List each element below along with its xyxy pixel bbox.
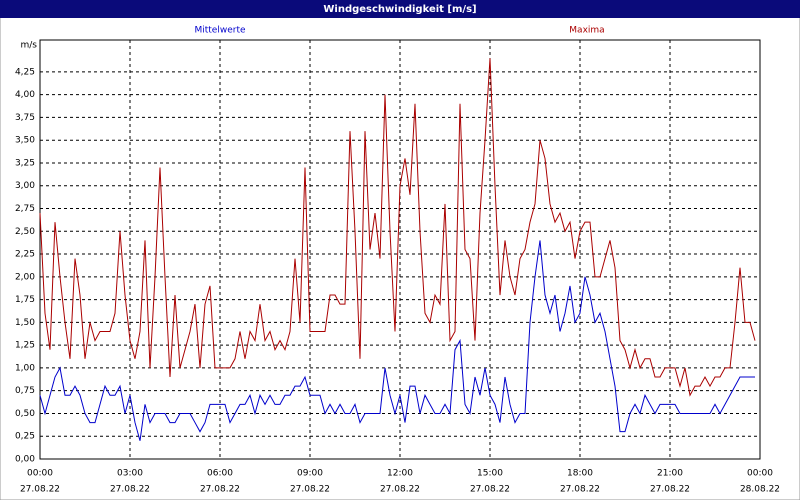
x-tick-date: 27.08.22 <box>560 485 600 495</box>
series-line <box>39 240 755 441</box>
y-tick-label: 1,00 <box>15 363 35 373</box>
x-tick-label: 12:00 <box>387 469 413 479</box>
legend-label: Maxima <box>569 26 604 36</box>
x-tick-date: 28.08.22 <box>740 485 780 495</box>
x-tick-label: 00:00 <box>747 469 773 479</box>
y-tick-label: 4,00 <box>15 90 35 100</box>
y-axis-label: m/s <box>21 41 38 51</box>
x-tick-label: 00:00 <box>27 469 53 479</box>
y-tick-label: 1,75 <box>15 295 35 305</box>
y-tick-label: 3,25 <box>15 158 35 168</box>
y-tick-label: 2,50 <box>15 227 35 237</box>
x-tick-date: 27.08.22 <box>380 485 420 495</box>
series-line <box>39 58 756 397</box>
x-tick-label: 15:00 <box>477 469 503 479</box>
x-tick-date: 27.08.22 <box>20 485 60 495</box>
title-bar <box>0 0 800 18</box>
x-tick-label: 06:00 <box>207 469 233 479</box>
x-tick-date: 27.08.22 <box>290 485 330 495</box>
y-tick-label: 1,50 <box>15 318 35 328</box>
x-tick-date: 27.08.22 <box>470 485 510 495</box>
y-tick-label: 1,25 <box>15 341 35 351</box>
y-tick-label: 2,25 <box>15 250 35 260</box>
x-tick-date: 27.08.22 <box>650 485 690 495</box>
x-tick-label: 03:00 <box>117 469 143 479</box>
y-tick-label: 3,00 <box>15 181 35 191</box>
y-tick-label: 0,50 <box>15 409 35 419</box>
x-tick-label: 09:00 <box>297 469 323 479</box>
chart-title: Windgeschwindigkeit [m/s] <box>323 4 476 15</box>
y-tick-label: 2,75 <box>15 204 35 214</box>
y-tick-label: 0,00 <box>15 455 35 465</box>
x-tick-label: 21:00 <box>657 469 683 479</box>
x-tick-date: 27.08.22 <box>200 485 240 495</box>
y-tick-label: 3,50 <box>15 136 35 146</box>
x-tick-label: 18:00 <box>567 469 593 479</box>
y-tick-label: 4,25 <box>15 67 35 77</box>
y-tick-label: 0,75 <box>15 386 35 396</box>
y-tick-label: 0,25 <box>15 432 35 442</box>
y-tick-label: 3,75 <box>15 113 35 123</box>
y-tick-label: 2,00 <box>15 272 35 282</box>
legend-label: Mittelwerte <box>194 26 245 36</box>
x-tick-date: 27.08.22 <box>110 485 150 495</box>
